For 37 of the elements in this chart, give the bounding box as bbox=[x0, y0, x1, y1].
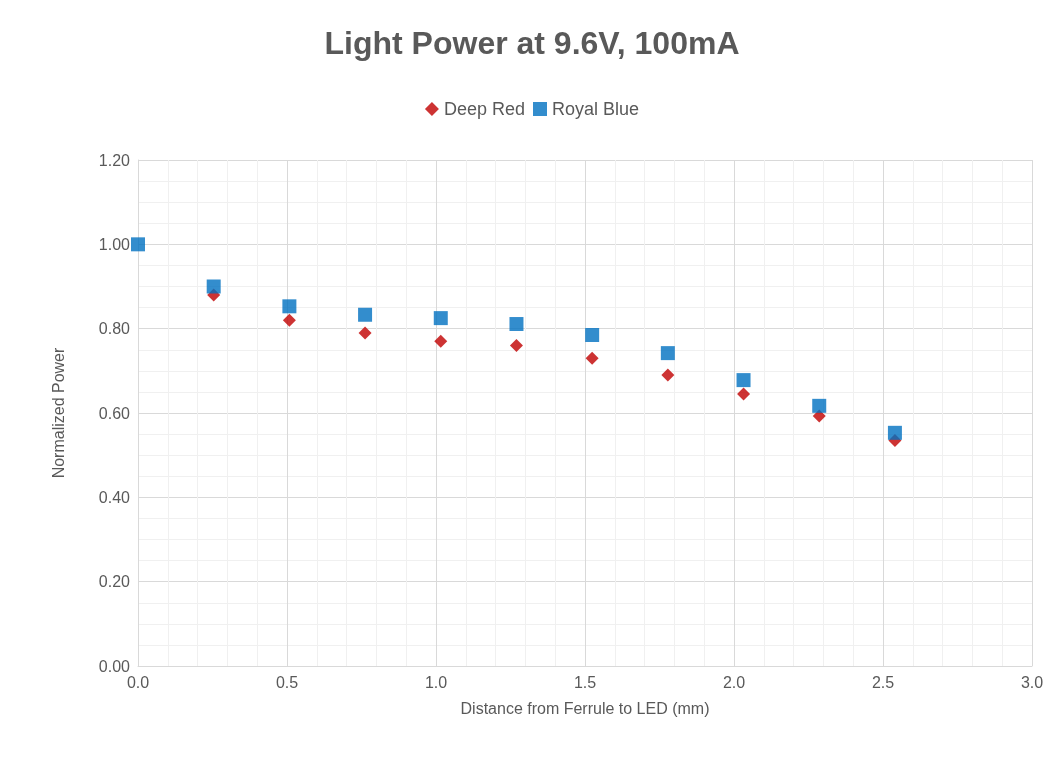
point bbox=[206, 279, 221, 294]
y-tick-label: 0.40 bbox=[98, 488, 131, 506]
y-tick-label: 1.20 bbox=[98, 151, 131, 169]
point bbox=[660, 346, 675, 361]
x-axis-title: Distance from Ferrule to LED (mm) bbox=[460, 699, 710, 717]
point bbox=[131, 237, 145, 252]
x-tick-label: 3.0 bbox=[1020, 673, 1044, 691]
point bbox=[282, 313, 296, 327]
x-tick-label: 1.0 bbox=[424, 673, 448, 691]
y-tick-label: 0.20 bbox=[98, 573, 131, 591]
y-tick-label: 0.80 bbox=[98, 320, 131, 338]
point bbox=[358, 307, 373, 322]
point bbox=[282, 299, 297, 314]
x-tick-label: 0.5 bbox=[275, 673, 299, 691]
point bbox=[661, 368, 675, 382]
legend-label: Royal Blue bbox=[552, 99, 640, 119]
point bbox=[585, 327, 600, 342]
point bbox=[887, 425, 902, 440]
x-tick-label: 1.5 bbox=[573, 673, 597, 691]
x-tick-label: 0.0 bbox=[126, 673, 150, 691]
x-tick-label: 2.0 bbox=[722, 673, 746, 691]
point bbox=[737, 387, 751, 401]
point bbox=[358, 326, 372, 340]
x-tick-label: 2.5 bbox=[871, 673, 895, 691]
point bbox=[509, 339, 523, 353]
point bbox=[434, 334, 448, 348]
y-axis-title: Normalized Power bbox=[49, 346, 67, 479]
point bbox=[509, 317, 524, 332]
y-tick-label: 1.00 bbox=[98, 235, 131, 253]
chart-title: Light Power at 9.6V, 100mA bbox=[324, 25, 740, 61]
point bbox=[736, 373, 751, 388]
y-tick-label: 0.60 bbox=[98, 404, 131, 422]
legend-label: Deep Red bbox=[443, 99, 526, 119]
y-tick-label: 0.00 bbox=[98, 657, 131, 675]
point bbox=[585, 351, 599, 365]
point bbox=[433, 311, 448, 326]
point bbox=[812, 398, 827, 413]
